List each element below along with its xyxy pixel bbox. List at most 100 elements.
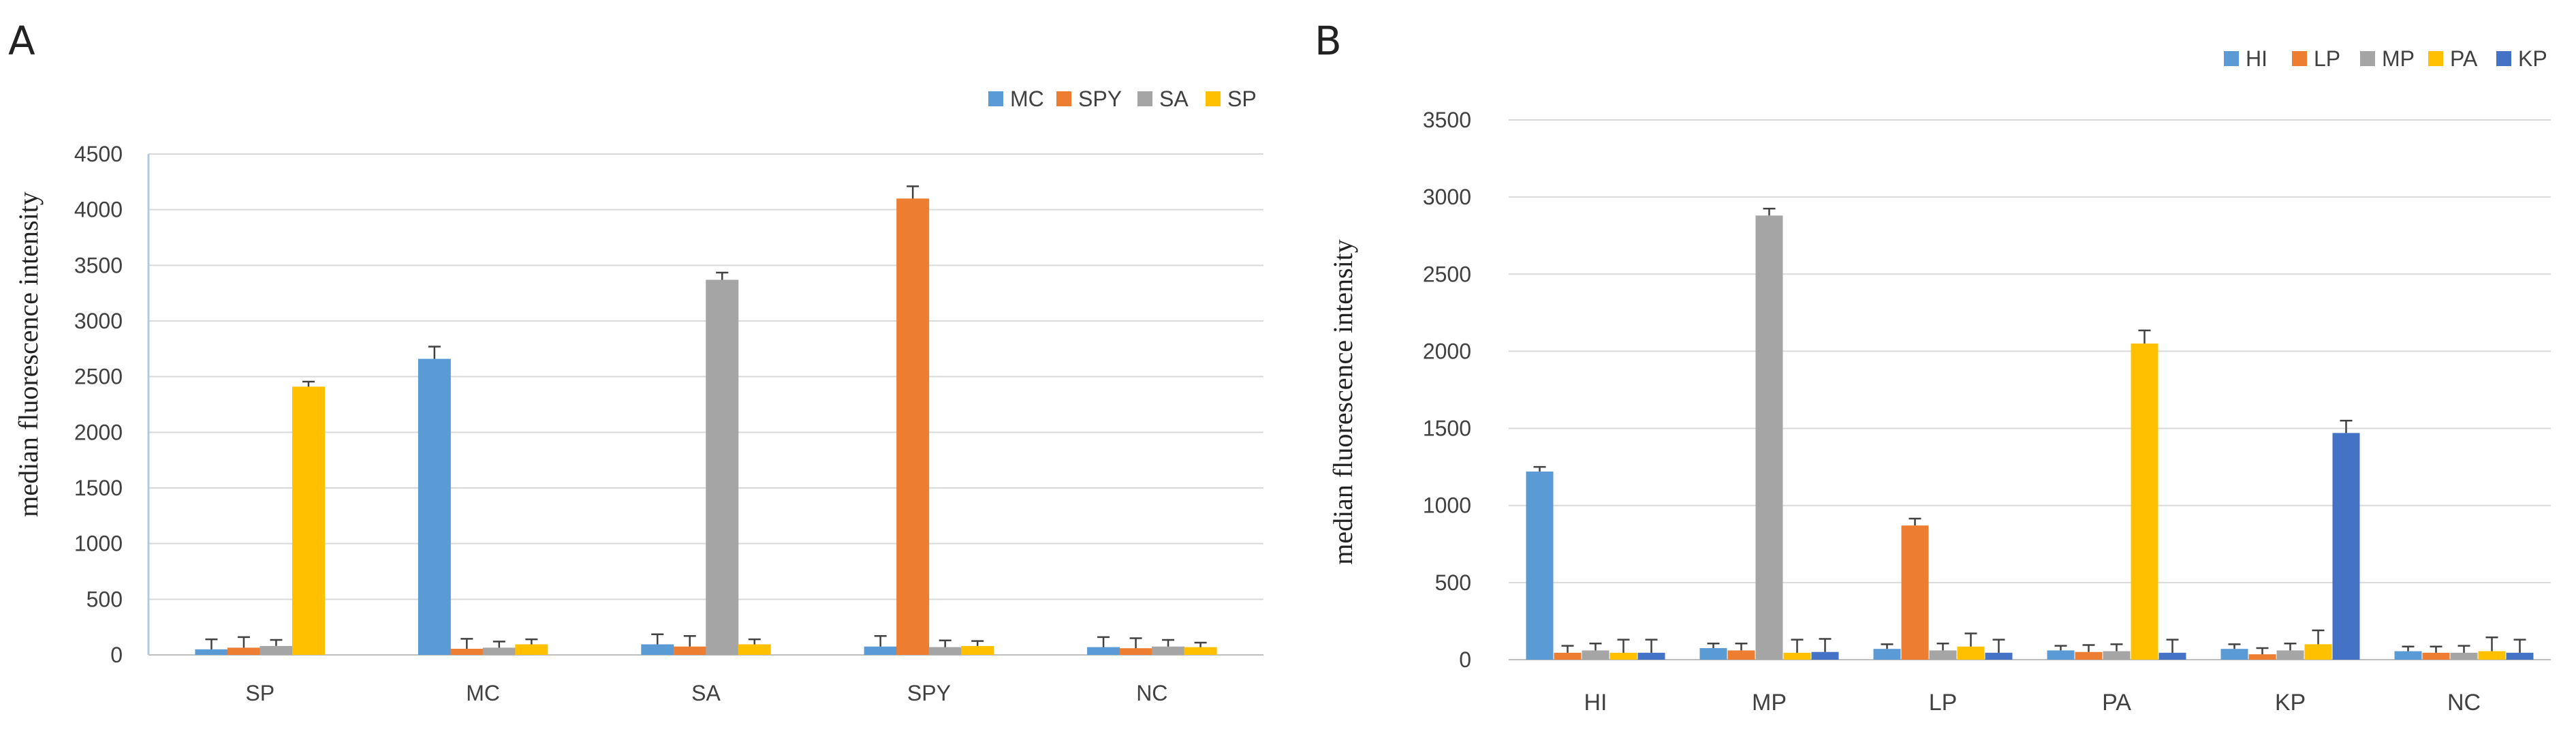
panel-b-legend-item-mp: MP	[2360, 46, 2415, 71]
panel-b-bar-kp-mp	[2276, 650, 2304, 660]
panel-b-error-bar-pa-mp	[2110, 643, 2123, 651]
panel-a-bars	[195, 198, 1217, 656]
panel-b-y-tick-2000: 2000	[1423, 339, 1471, 363]
panel-b-error-bars	[1533, 207, 2526, 655]
panel-b-y-axis-title: median fluorescence intensity	[1328, 239, 1358, 565]
panel-b-legend-swatch-mp	[2360, 51, 2375, 66]
panel-a-error-bar-mc-spy	[460, 638, 473, 649]
panel-a-category-label-mc: MC	[466, 681, 500, 705]
panel-a-y-tick-2500: 2500	[74, 365, 123, 389]
panel-a-error-bar-sp-spy	[237, 636, 250, 648]
panel-a-legend-label-sp: SP	[1227, 87, 1257, 111]
panel-a-error-bar-sa-spy	[683, 634, 696, 647]
panel-b-bar-mp-kp	[1811, 651, 1839, 660]
panel-b-bar-mp-hi	[1699, 648, 1727, 660]
panel-b-legend-swatch-lp	[2292, 51, 2307, 66]
panel-a-legend-swatch-mc	[988, 91, 1003, 106]
panel-a-legend-item-sa: SA	[1137, 87, 1189, 111]
panel-b-legend: HI LP MP PA KP	[2224, 46, 2547, 71]
panel-b-bar-hi-kp	[1637, 652, 1665, 660]
panel-a-label: A	[8, 18, 35, 64]
panel-b-error-bar-kp-kp	[2340, 420, 2353, 433]
panel-b-label: B	[1315, 18, 1342, 64]
panel-b-bar-nc-mp	[2450, 652, 2478, 660]
chart-panel-b: B median fluorescence intensity 0 500 1000…	[1315, 18, 2551, 716]
panel-a-error-bar-nc-mc	[1097, 636, 1110, 647]
panel-b-error-bar-lp-lp	[1909, 517, 1921, 526]
panel-a-legend-label-sa: SA	[1159, 87, 1189, 111]
panel-a-bar-spy-mc	[864, 646, 897, 655]
panel-b-error-bar-hi-pa	[1617, 639, 1630, 653]
panel-b-bar-kp-lp	[2248, 654, 2276, 660]
panel-b-legend-item-lp: LP	[2292, 46, 2340, 71]
panel-b-error-bar-hi-mp	[1589, 642, 1602, 651]
panel-b-error-bar-mp-mp	[1763, 207, 1776, 216]
panel-b-bar-nc-kp	[2506, 652, 2534, 660]
panel-a-bar-mc-mc	[418, 358, 451, 655]
chart-panel-a: A median fluorescence intensity 0 500 1000…	[8, 18, 1263, 705]
panel-a-error-bars	[205, 185, 1207, 649]
panel-a-error-bar-sa-sa	[716, 271, 729, 280]
panel-a-category-label-nc: NC	[1136, 681, 1167, 705]
panel-b-error-bar-pa-kp	[2166, 639, 2179, 653]
panel-b-error-bar-mp-kp	[1819, 638, 1832, 652]
panel-b-legend-item-kp: KP	[2496, 46, 2547, 71]
panel-b-bar-mp-mp	[1755, 215, 1783, 660]
panel-a-bar-nc-mc	[1087, 647, 1120, 655]
panel-a-error-bar-spy-spy	[907, 185, 920, 199]
panel-b-error-bar-mp-pa	[1791, 639, 1804, 653]
panel-b-bar-pa-hi	[2047, 650, 2075, 660]
panel-b-bar-pa-kp	[2158, 652, 2186, 660]
panel-b-y-tick-1000: 1000	[1423, 493, 1471, 518]
panel-b-error-bar-hi-kp	[1645, 639, 1658, 653]
panel-b-bar-pa-mp	[2103, 651, 2131, 660]
panel-b-bar-kp-kp	[2332, 433, 2360, 660]
panel-a-error-bar-nc-sp	[1194, 641, 1207, 647]
panel-a-error-bar-spy-mc	[874, 634, 887, 647]
panel-a-error-bar-sp-sa	[270, 639, 283, 646]
panel-a-bar-mc-sp	[515, 644, 548, 655]
panel-b-y-tick-0: 0	[1459, 647, 1471, 672]
panel-b-legend-swatch-kp	[2496, 51, 2511, 66]
panel-a-category-label-spy: SPY	[907, 681, 951, 705]
panel-a-bar-nc-sp	[1184, 647, 1217, 655]
panel-b-bar-nc-pa	[2478, 651, 2506, 660]
panel-a-bar-sp-mc	[195, 649, 228, 655]
panel-a-bar-mc-sa	[482, 647, 516, 655]
panel-b-error-bar-lp-hi	[1881, 643, 1894, 649]
panel-b-y-tick-1500: 1500	[1423, 416, 1471, 441]
panel-a-y-tick-500: 500	[87, 587, 123, 611]
panel-a-y-tick-1000: 1000	[74, 532, 123, 556]
panel-a-y-tick-4000: 4000	[74, 198, 123, 222]
panel-a-legend-item-sp: SP	[1206, 87, 1257, 111]
panel-b-legend-label-lp: LP	[2314, 46, 2340, 71]
panel-a-error-bar-sp-sp	[302, 380, 315, 387]
panel-a-bar-nc-spy	[1119, 648, 1152, 655]
panel-b-error-bar-nc-mp	[2457, 645, 2470, 653]
panel-b-bar-lp-mp	[1929, 650, 1957, 660]
panel-b-bar-kp-hi	[2220, 649, 2248, 660]
panel-a-bar-sa-sp	[738, 644, 771, 655]
panel-a-error-bar-sp-mc	[205, 638, 218, 649]
panel-a-category-label-sp: SP	[245, 681, 274, 705]
panel-b-error-bar-nc-hi	[2402, 645, 2415, 651]
panel-b-y-tick-3000: 3000	[1423, 185, 1471, 209]
panel-b-bar-hi-pa	[1609, 652, 1637, 660]
panel-a-y-ticks: 0 500 1000 1500 2000 2500 3000 3500 4000 4500	[74, 142, 123, 667]
panel-b-error-bar-hi-lp	[1561, 645, 1574, 653]
panel-b-y-tick-2500: 2500	[1423, 262, 1471, 286]
panel-b-category-label-pa: PA	[2102, 690, 2131, 716]
panel-b-legend-item-pa: PA	[2428, 46, 2478, 71]
panel-b-category-label-hi: HI	[1584, 690, 1607, 716]
panel-b-category-label-nc: NC	[2447, 690, 2481, 716]
panel-b-bar-lp-kp	[1985, 652, 2013, 660]
panel-b-category-label-mp: MP	[1752, 690, 1787, 716]
panel-a-bar-spy-sa	[928, 647, 962, 655]
panel-b-error-bar-mp-hi	[1707, 642, 1720, 649]
panel-b-legend-swatch-pa	[2428, 51, 2443, 66]
panel-a-legend-swatch-sp	[1206, 91, 1221, 106]
panel-b-x-categories: HI MP LP PA KP NC	[1584, 690, 2481, 716]
panel-b-bar-hi-mp	[1582, 650, 1609, 660]
panel-a-y-tick-0: 0	[110, 643, 123, 667]
